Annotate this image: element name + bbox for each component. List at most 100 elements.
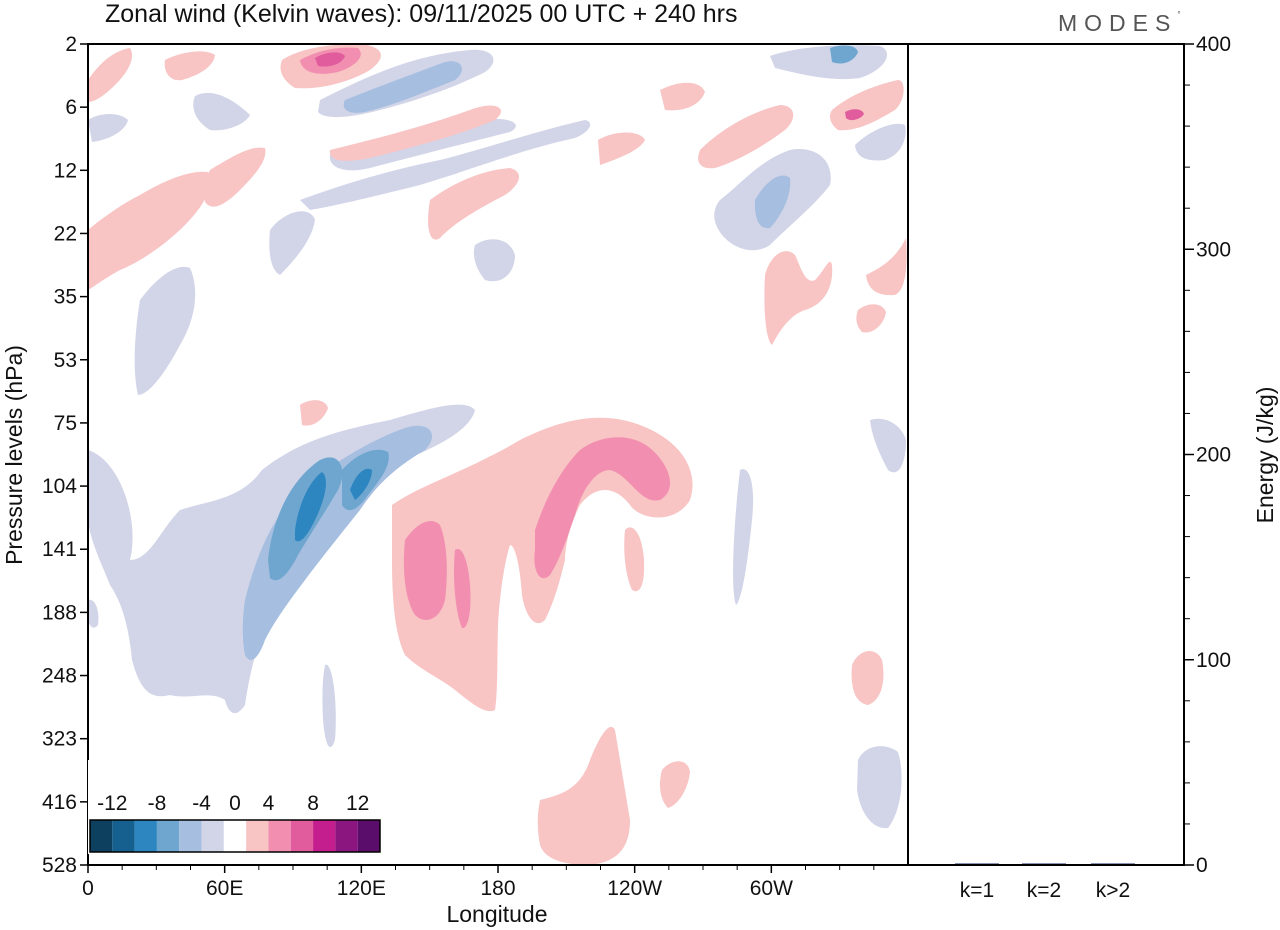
contour-neg-max-core-b	[350, 468, 372, 500]
brand-logo: MODES°	[1058, 10, 1181, 37]
colorbar-bin	[290, 820, 314, 852]
contour-neg-mod-right	[754, 175, 791, 229]
level-tick-label: 248	[42, 665, 77, 688]
contour-pos-mid-band	[329, 105, 501, 161]
colorbar-bin	[90, 820, 113, 852]
contour-pos-small-a	[300, 400, 328, 426]
brand-text: MODES	[1058, 10, 1178, 36]
energy-tick-label: 200	[1196, 444, 1231, 467]
energy-tick-label: 300	[1196, 238, 1231, 261]
contour-pos-right-low	[851, 650, 884, 705]
colorbar-bin	[357, 820, 380, 852]
contour-neg-blob-mid	[269, 211, 315, 275]
contour-neg-right-edge	[870, 418, 906, 473]
colorbar-label: 12	[346, 792, 369, 815]
colorbar-bin	[223, 820, 247, 852]
contour-pos-strong-top	[315, 52, 345, 67]
level-tick-label: 22	[54, 222, 77, 245]
contour-level-pos-moderate	[300, 47, 671, 629]
contour-neg-strong-top	[830, 45, 858, 64]
energy-x-axis: k=1 k=2 k>2	[960, 879, 1130, 902]
contour-neg-left-low	[88, 599, 99, 628]
contour-pos-right-edge	[866, 238, 907, 296]
contour-pos-low-mid	[660, 761, 690, 808]
contour-pos-right-band	[698, 105, 794, 169]
y-axis-title: Pressure levels (hPa)	[1, 345, 27, 565]
lon-tick-label: 180	[480, 877, 515, 900]
contour-neg-top-right	[770, 45, 888, 80]
pressure-level-ticks: 2 6 12 22 35 53 75 104 141 188 248 323 416 528	[42, 33, 88, 877]
energy-plot-area	[908, 44, 1184, 865]
contour-pos-right-lobe	[764, 251, 833, 345]
colorbar: -12 -8 -4 0 4 8 12	[88, 760, 382, 854]
contour-neg-blob-top	[473, 239, 515, 282]
contour-neg-far-right	[855, 123, 906, 161]
colorbar-frame	[89, 819, 381, 853]
lon-tick-label: 120W	[607, 877, 662, 900]
colorbar-bin	[134, 820, 157, 852]
contour-pos-small-c	[598, 132, 645, 165]
level-tick-label: 188	[42, 601, 77, 624]
contour-pos-low-trop	[537, 726, 630, 865]
energy-category-label: k=2	[1027, 879, 1061, 902]
level-tick-label: 75	[54, 412, 77, 435]
contour-neg-lat-band	[329, 118, 516, 171]
contour-neg-mod-top	[343, 61, 463, 113]
contour-level-neg-max	[295, 468, 372, 542]
colorbar-label: -4	[192, 792, 211, 815]
heatmap-contours	[88, 44, 907, 865]
contour-neg-left-strip	[88, 114, 128, 142]
contour-neg-strip-b	[322, 664, 336, 748]
colorbar-label: 8	[307, 792, 319, 815]
colorbar-label: -8	[148, 792, 167, 815]
level-tick-label: 6	[65, 96, 77, 119]
level-tick-label: 2	[65, 33, 77, 56]
colorbar-bin	[246, 820, 269, 852]
energy-category-label: k=1	[960, 879, 994, 902]
energy-tick-label: 100	[1196, 649, 1231, 672]
level-tick-label: 53	[54, 349, 77, 372]
contour-pos-mid-strip	[624, 527, 645, 592]
contour-level-pos-strong	[315, 52, 864, 121]
lon-tick-label: 60W	[750, 877, 793, 900]
lon-tick-label: 0	[82, 877, 94, 900]
lon-tick-label: 60E	[206, 877, 243, 900]
chart-title: Zonal wind (Kelvin waves): 09/11/2025 00…	[105, 0, 738, 28]
contour-pos-top-left	[88, 48, 133, 102]
level-tick-label: 416	[42, 791, 77, 814]
level-tick-label: 35	[54, 286, 77, 309]
level-tick-label: 12	[54, 159, 77, 182]
energy-y-axis: 0 100 200 300 400	[1184, 33, 1231, 877]
colorbar-bin	[313, 820, 336, 852]
level-tick-label: 104	[42, 475, 77, 498]
colorbar-label: 4	[263, 792, 275, 815]
energy-tick-label: 400	[1196, 33, 1231, 56]
level-tick-label: 528	[42, 854, 77, 877]
contour-pos-right-small	[856, 304, 886, 333]
level-tick-label: 141	[42, 538, 77, 561]
contour-pos-mod-lower	[403, 520, 447, 620]
contour-neg-strip-a	[733, 469, 754, 605]
contour-neg-strip-c	[193, 92, 250, 131]
longitude-ticks: 0 60E 120E 180 120W 60W	[82, 865, 875, 900]
contour-pos-mod-upper-trop	[534, 437, 671, 579]
contour-pos-top-mid	[164, 51, 215, 81]
contour-pos-strong-right	[845, 109, 864, 121]
contour-neg-max-core	[295, 472, 326, 542]
contour-pos-east-band	[428, 168, 520, 240]
colorbar-bin	[335, 820, 358, 852]
colorbar-bin	[156, 820, 180, 852]
colorbar-bin	[112, 820, 135, 852]
energy-axis-title: Energy (J/kg)	[1252, 387, 1278, 524]
colorbar-bin	[201, 820, 224, 852]
energy-tick-label: 0	[1196, 854, 1208, 877]
x-axis-title: Longitude	[446, 901, 547, 927]
contour-neg-stratos-left	[134, 266, 196, 395]
colorbar-bin	[268, 820, 291, 852]
brand-mark: °	[1177, 10, 1181, 19]
level-tick-label: 323	[42, 728, 77, 751]
contour-pos-mod-strip	[453, 549, 471, 629]
contour-pos-stratos-left	[88, 171, 211, 290]
colorbar-label: -12	[97, 792, 127, 815]
contour-pos-stratos-a	[204, 147, 266, 207]
